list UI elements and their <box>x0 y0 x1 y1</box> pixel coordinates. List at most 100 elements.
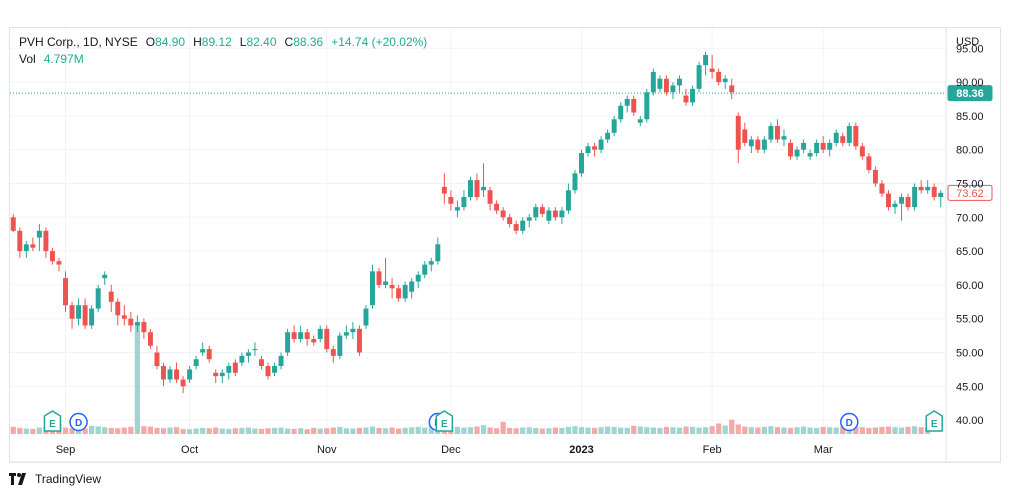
volume-bar <box>62 427 69 434</box>
volume-bar <box>761 426 767 434</box>
candle-body <box>356 328 362 353</box>
volume-bar <box>781 427 787 434</box>
volume-bar <box>167 427 173 434</box>
candle-body <box>579 153 584 174</box>
candle-body <box>742 129 748 143</box>
candle-body <box>520 220 526 231</box>
candle-body <box>350 328 356 333</box>
candle-body <box>487 190 493 204</box>
volume-label[interactable]: Vol <box>19 52 36 66</box>
open-label: O <box>145 35 156 49</box>
volume-bar <box>892 427 898 434</box>
volume-bar <box>735 424 741 434</box>
earnings-icon <box>925 410 943 432</box>
time-axis: Sep Oct Nov Dec 2023 Feb Mar <box>10 444 1000 463</box>
candle-body <box>89 308 95 326</box>
candle-body <box>265 366 271 377</box>
candle-body <box>840 136 846 143</box>
candle-body <box>69 305 75 319</box>
y-tick-label: 60.00 <box>956 280 984 292</box>
price-tag <box>947 184 993 201</box>
candle-body <box>121 315 127 319</box>
volume-bar <box>10 426 16 434</box>
candle-body <box>474 180 480 198</box>
volume-bar <box>245 427 252 434</box>
x-tick-label: Feb <box>703 444 722 456</box>
volume-bar <box>95 426 101 434</box>
volume-bar <box>572 426 578 434</box>
volume-bar <box>128 426 134 434</box>
candle-body <box>755 139 761 150</box>
earnings-marker[interactable]: E <box>925 410 943 432</box>
candle-body <box>141 322 147 333</box>
volume-bar <box>539 428 545 434</box>
volume-bar <box>833 427 839 434</box>
low-value: 82.40 <box>246 35 277 49</box>
volume-bar <box>487 427 493 434</box>
candle-body <box>703 55 709 66</box>
candle-body <box>226 366 232 373</box>
candle-body <box>931 186 937 198</box>
candle-body <box>278 355 284 367</box>
volume-bar <box>343 428 349 434</box>
volume-bar <box>147 426 154 434</box>
volume-bar <box>428 423 434 434</box>
candle-body <box>735 115 741 150</box>
volume-bar <box>618 427 624 434</box>
volume-bar <box>807 427 813 434</box>
candle-body <box>670 85 676 93</box>
candle-body <box>272 366 278 373</box>
candle-body <box>533 207 539 218</box>
dividend-marker[interactable]: D <box>69 412 88 432</box>
volume-bar <box>853 426 859 434</box>
x-tick-label: Mar <box>814 444 833 456</box>
symbol-label[interactable]: PVH Corp., 1D, NYSE <box>19 35 138 49</box>
brand-footer[interactable]: TradingView <box>9 472 101 486</box>
price-candles <box>10 51 944 394</box>
candle-body <box>317 328 323 339</box>
volume-bar <box>702 427 709 434</box>
volume-bar <box>650 427 656 434</box>
volume-bar <box>663 426 670 434</box>
event-markers: EDDEDE <box>43 410 943 432</box>
candle-body <box>846 126 852 143</box>
volume-bar <box>461 427 467 434</box>
candle-body <box>82 305 88 326</box>
dividend-icon <box>69 412 88 432</box>
volume-bar <box>911 426 918 434</box>
candle-body <box>925 186 931 191</box>
volume-bar <box>350 428 356 434</box>
candle-body <box>853 126 859 147</box>
volume-bar <box>121 427 127 434</box>
earnings-icon <box>43 410 62 432</box>
volume-bar <box>814 427 820 434</box>
candle-body <box>193 359 199 367</box>
volume-bar <box>213 427 219 434</box>
volume-bar <box>742 426 748 434</box>
candle-body <box>343 332 349 336</box>
candle-body <box>709 68 715 72</box>
candle-body <box>859 146 865 157</box>
candle-body <box>363 308 369 326</box>
dividend-marker[interactable]: D <box>840 412 859 432</box>
volume-bar <box>755 427 761 434</box>
candle-body <box>304 332 310 339</box>
x-tick-label: Nov <box>317 444 337 456</box>
candle-body <box>200 349 206 353</box>
candle-body <box>213 372 219 377</box>
volume-bar <box>193 428 199 434</box>
price-tag-label: 88.36 <box>956 88 984 100</box>
candle-body <box>187 369 193 380</box>
volume-bar <box>729 419 735 434</box>
earnings-marker[interactable]: E <box>435 410 454 432</box>
volume-bar <box>467 427 474 434</box>
earnings-marker[interactable]: E <box>43 410 62 432</box>
volume-bar <box>278 427 284 434</box>
volume-bar <box>369 426 376 434</box>
open-value: 84.90 <box>155 35 186 49</box>
y-tick-label: 70.00 <box>956 212 984 224</box>
candle-body <box>402 284 408 299</box>
volume-bar <box>454 426 461 434</box>
candle-body <box>801 142 807 150</box>
